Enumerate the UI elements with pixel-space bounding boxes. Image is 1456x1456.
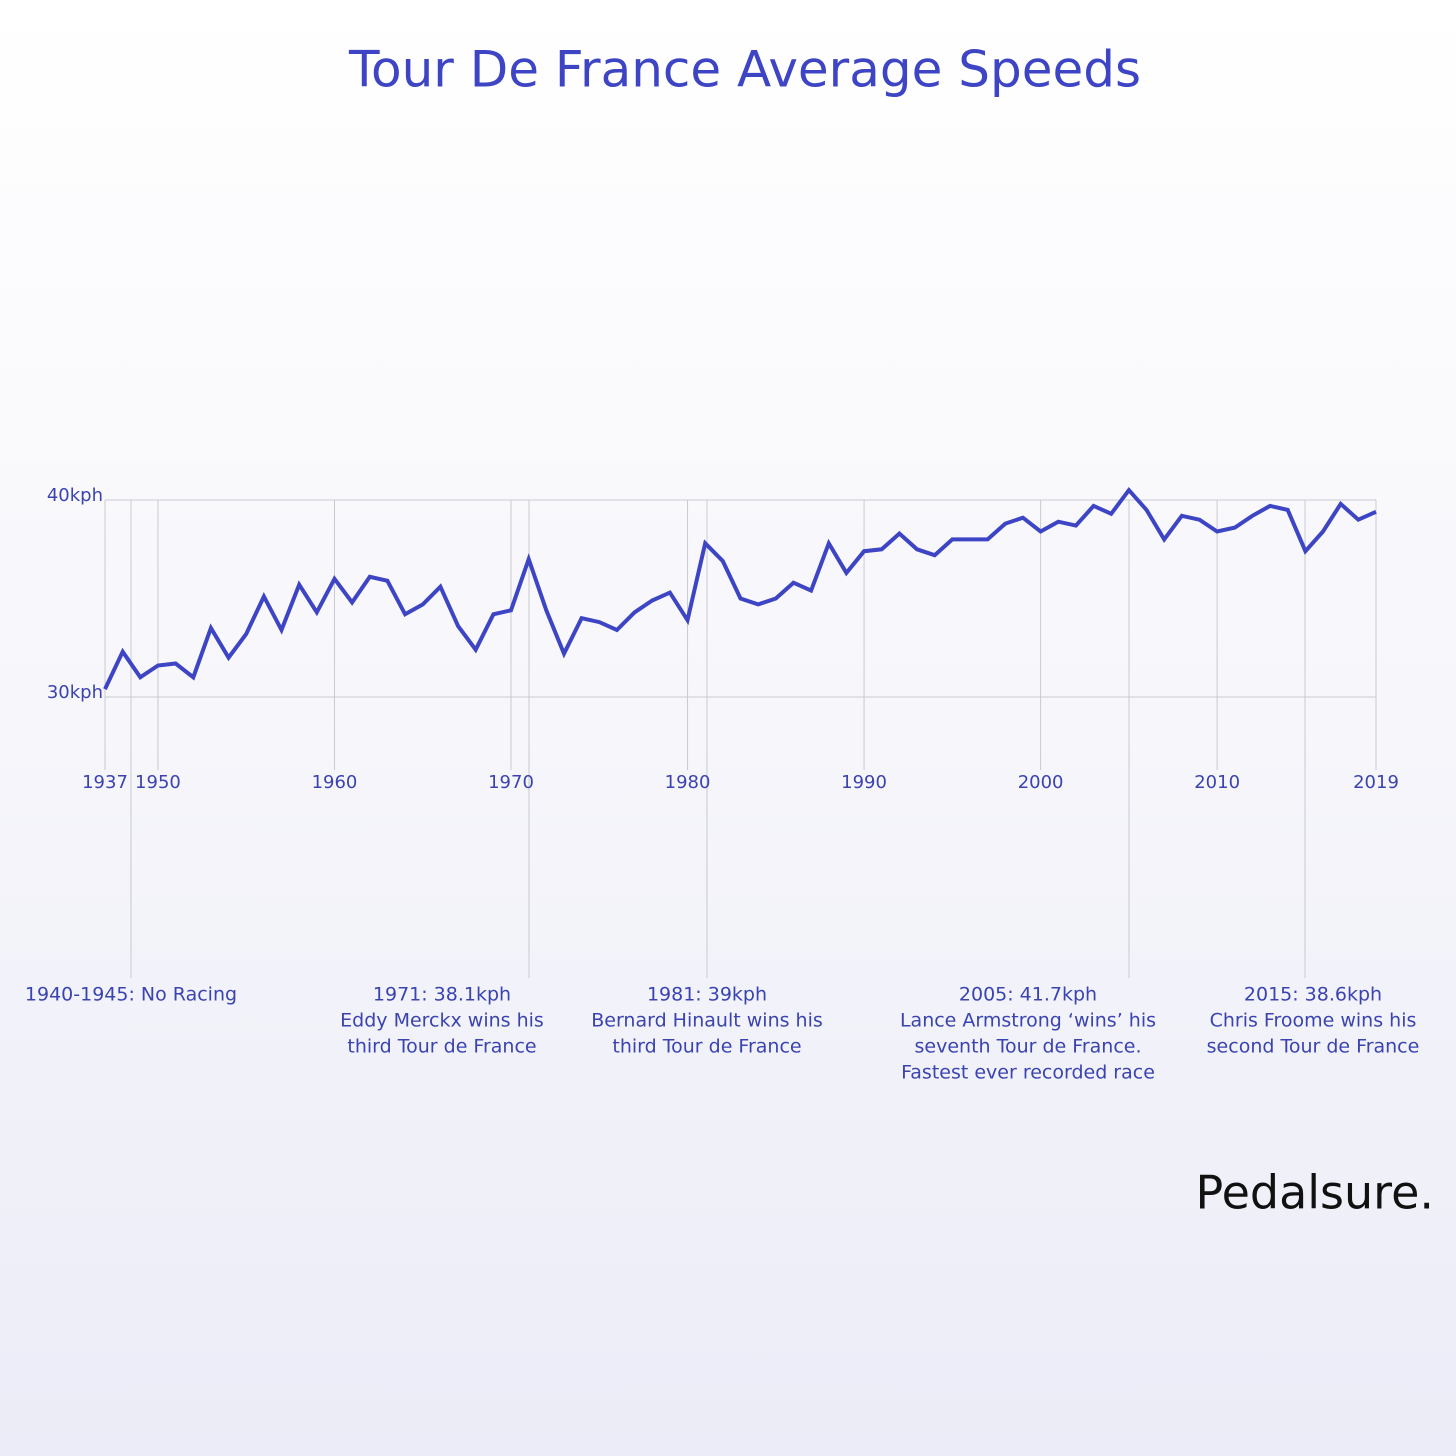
x-tick-label: 2000 [1018, 772, 1064, 793]
x-tick-label: 1990 [841, 772, 887, 793]
chart-title: Tour De France Average Speeds [348, 41, 1141, 99]
annotation-text: 2005: 41.7kph [959, 984, 1097, 1006]
annotation-text: second Tour de France [1207, 1036, 1420, 1058]
x-tick-label: 1970 [488, 772, 534, 793]
annotation-text: Fastest ever recorded race [901, 1062, 1155, 1084]
annotation-text: 1940-1945: No Racing [25, 984, 237, 1006]
annotation-text: 1971: 38.1kph [373, 984, 511, 1006]
y-tick-label: 40kph [47, 485, 103, 506]
brand-logo: Pedalsure. [1195, 1166, 1434, 1220]
x-tick-label: 1937 [82, 772, 128, 793]
x-tick-label: 1980 [665, 772, 711, 793]
annotation-text: 2015: 38.6kph [1244, 984, 1382, 1006]
x-tick-label: 1960 [312, 772, 358, 793]
x-tick-label: 2010 [1194, 772, 1240, 793]
annotation-text: Eddy Merckx wins his [340, 1010, 544, 1032]
annotation-text: third Tour de France [612, 1036, 801, 1058]
data-line [103, 486, 1377, 690]
x-tick-label: 1950 [135, 772, 181, 793]
annotation-text: Chris Froome wins his [1210, 1010, 1417, 1032]
annotation-text: 1981: 39kph [647, 984, 767, 1006]
y-tick-label: 30kph [47, 682, 103, 703]
annotation-text: third Tour de France [347, 1036, 536, 1058]
x-tick-label: 2019 [1353, 772, 1399, 793]
annotation-text: Bernard Hinault wins his [591, 1010, 823, 1032]
annotation-text: seventh Tour de France. [915, 1036, 1142, 1058]
annotation-text: Lance Armstrong ‘wins’ his [900, 1010, 1156, 1032]
